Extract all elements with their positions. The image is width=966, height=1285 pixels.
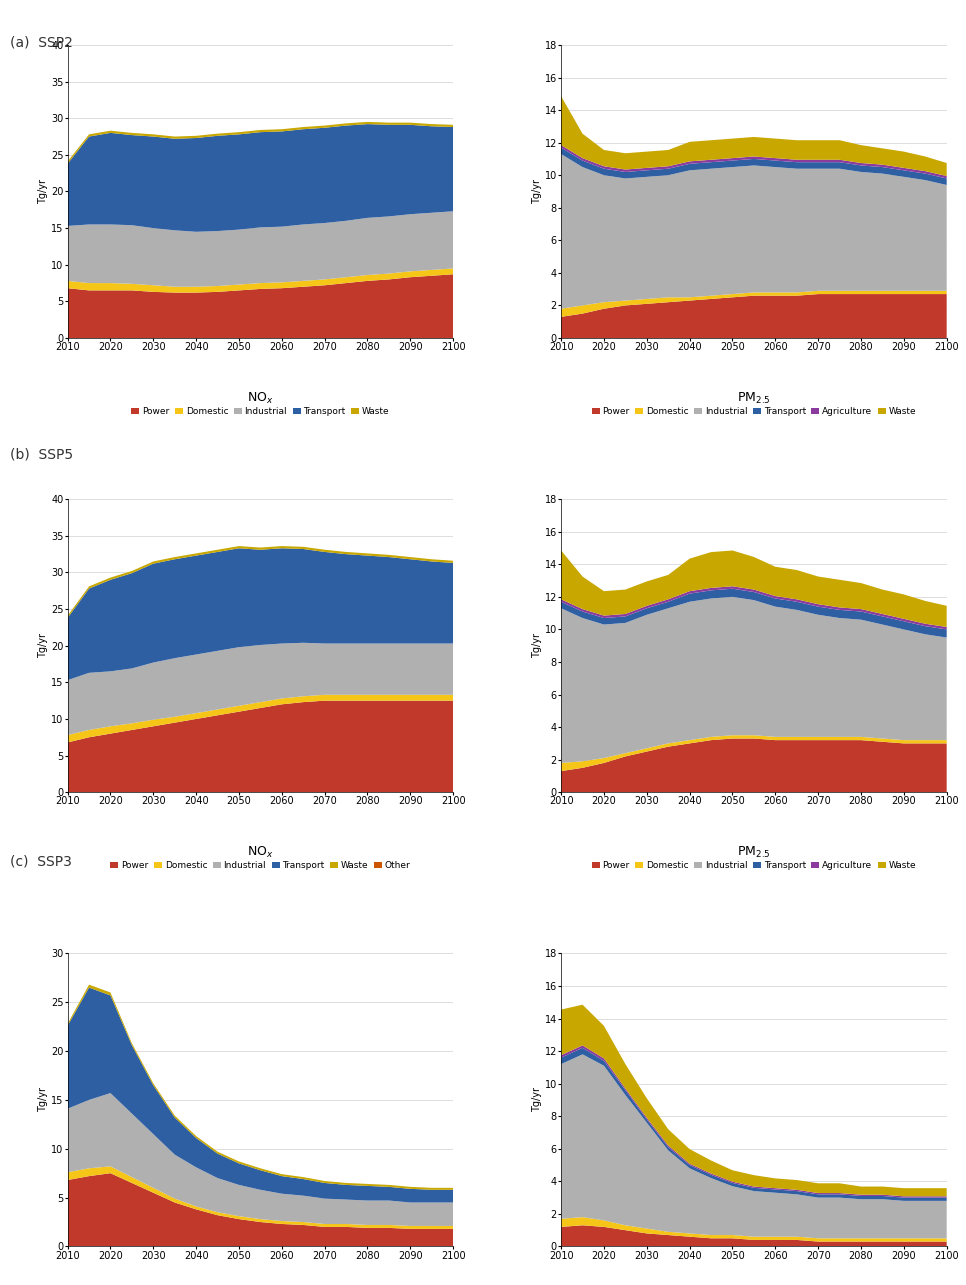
- Legend: Power, Domestic, Industrial, Transport, Agriculture, Waste: Power, Domestic, Industrial, Transport, …: [591, 861, 916, 870]
- Y-axis label: Tg/yr: Tg/yr: [532, 179, 542, 204]
- X-axis label: NO$_x$: NO$_x$: [247, 846, 273, 861]
- Text: (a)  SSP2: (a) SSP2: [10, 36, 72, 50]
- Text: (b)  SSP5: (b) SSP5: [10, 447, 72, 461]
- Legend: Power, Domestic, Industrial, Transport, Agriculture, Waste: Power, Domestic, Industrial, Transport, …: [591, 407, 916, 416]
- Text: (c)  SSP3: (c) SSP3: [10, 855, 71, 869]
- Legend: Power, Domestic, Industrial, Transport, Waste: Power, Domestic, Industrial, Transport, …: [131, 407, 389, 416]
- X-axis label: NO$_x$: NO$_x$: [247, 391, 273, 406]
- X-axis label: PM$_{2.5}$: PM$_{2.5}$: [737, 391, 771, 406]
- Y-axis label: Tg/yr: Tg/yr: [39, 1087, 48, 1113]
- Y-axis label: Tg/yr: Tg/yr: [532, 1087, 542, 1113]
- Y-axis label: Tg/yr: Tg/yr: [39, 179, 48, 204]
- Legend: Power, Domestic, Industrial, Transport, Waste, Other: Power, Domestic, Industrial, Transport, …: [110, 861, 411, 870]
- Y-axis label: Tg/yr: Tg/yr: [532, 634, 542, 658]
- X-axis label: PM$_{2.5}$: PM$_{2.5}$: [737, 846, 771, 861]
- Y-axis label: Tg/yr: Tg/yr: [39, 634, 48, 658]
